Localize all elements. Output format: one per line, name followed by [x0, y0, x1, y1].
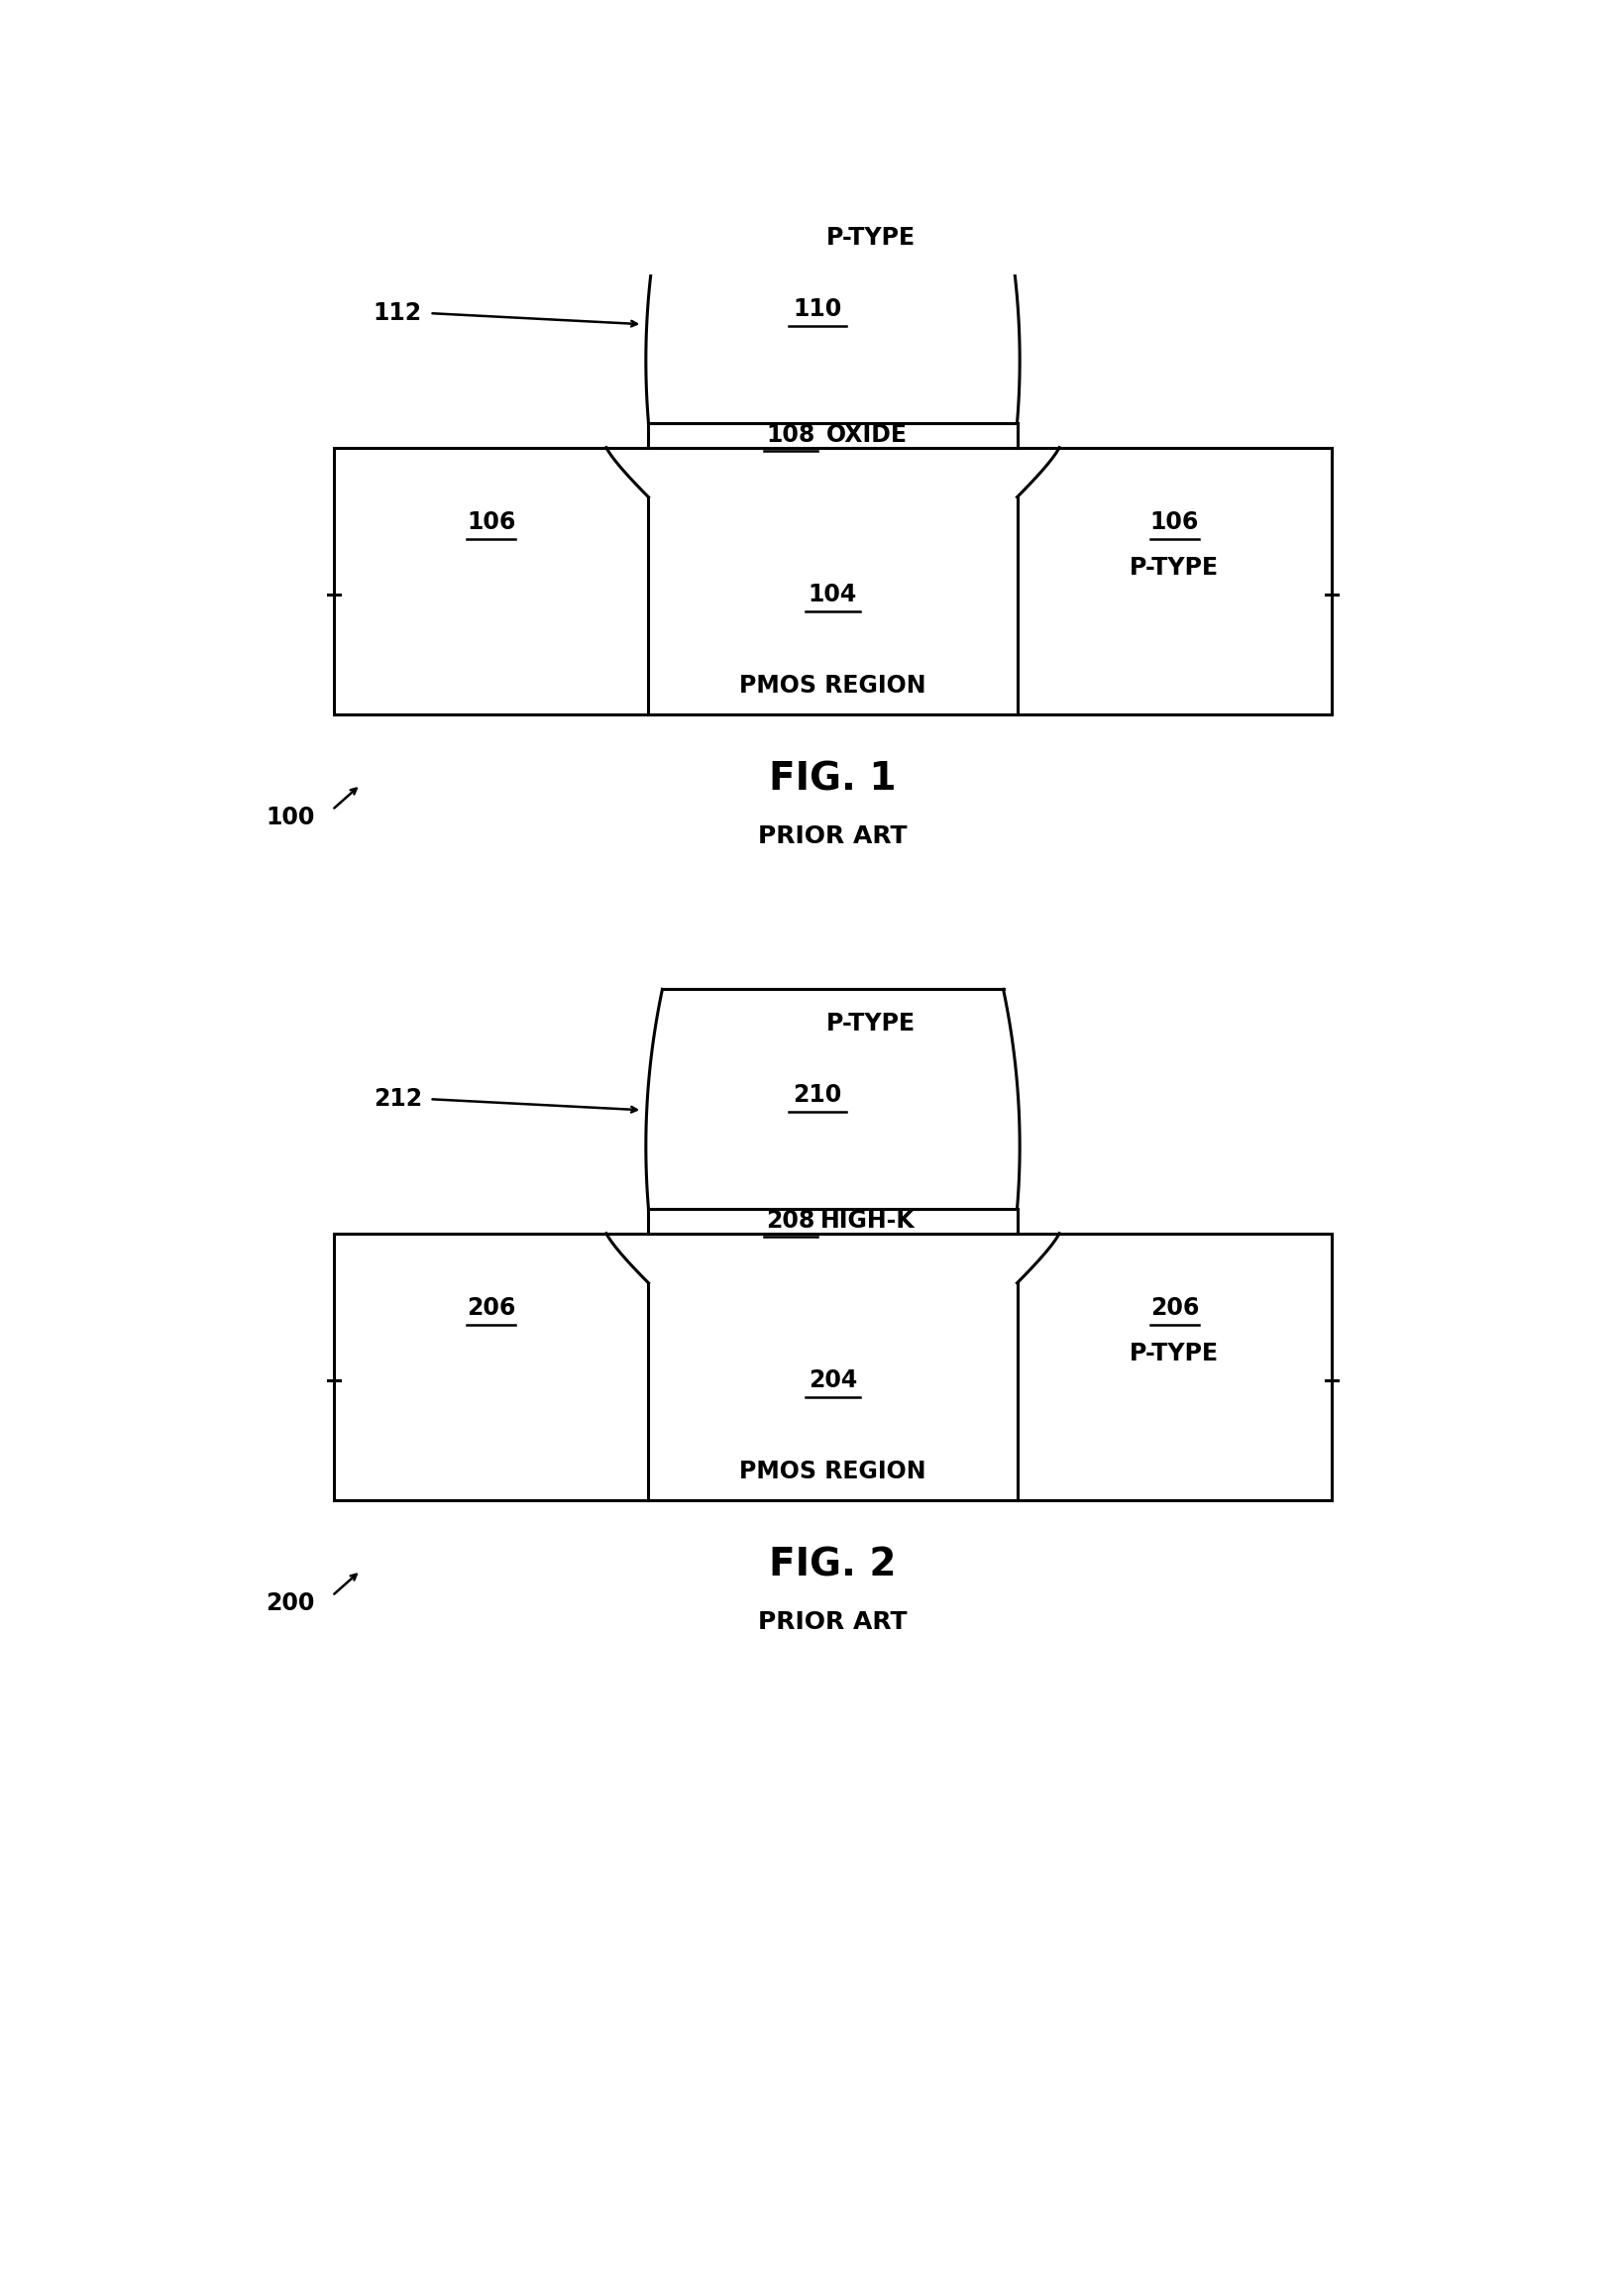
Text: FIG. 2: FIG. 2 — [768, 1545, 896, 1584]
Text: P-TYPE: P-TYPE — [1129, 555, 1218, 581]
Text: HIGH-K: HIGH-K — [820, 1209, 914, 1232]
Text: 110: 110 — [793, 297, 841, 322]
Text: 200: 200 — [265, 1591, 315, 1616]
Text: PRIOR ART: PRIOR ART — [758, 825, 906, 848]
Polygon shape — [645, 203, 1020, 423]
Text: 106: 106 — [1150, 510, 1199, 535]
Text: P-TYPE: P-TYPE — [1129, 1342, 1218, 1365]
Text: 210: 210 — [793, 1084, 841, 1106]
Text: 204: 204 — [807, 1369, 857, 1392]
Text: 100: 100 — [265, 805, 315, 830]
Bar — [648, 423, 1017, 448]
Text: P-TYPE: P-TYPE — [827, 1013, 916, 1036]
Bar — [648, 1209, 1017, 1234]
Text: 212: 212 — [374, 1088, 422, 1111]
Text: FIG. 1: FIG. 1 — [768, 761, 896, 798]
Text: 206: 206 — [1150, 1296, 1199, 1319]
Text: PRIOR ART: PRIOR ART — [758, 1612, 906, 1634]
Text: 206: 206 — [466, 1296, 515, 1319]
Text: 108: 108 — [765, 423, 815, 448]
Text: 104: 104 — [807, 583, 857, 606]
Polygon shape — [645, 990, 1020, 1209]
Text: 112: 112 — [374, 302, 422, 325]
Bar — [333, 448, 1332, 716]
Text: PMOS REGION: PMOS REGION — [739, 1458, 926, 1484]
Text: 106: 106 — [466, 510, 515, 535]
Text: 208: 208 — [765, 1209, 815, 1232]
Text: PMOS REGION: PMOS REGION — [739, 674, 926, 697]
Bar — [333, 1234, 1332, 1500]
Text: OXIDE: OXIDE — [827, 423, 908, 448]
Text: P-TYPE: P-TYPE — [827, 226, 916, 249]
